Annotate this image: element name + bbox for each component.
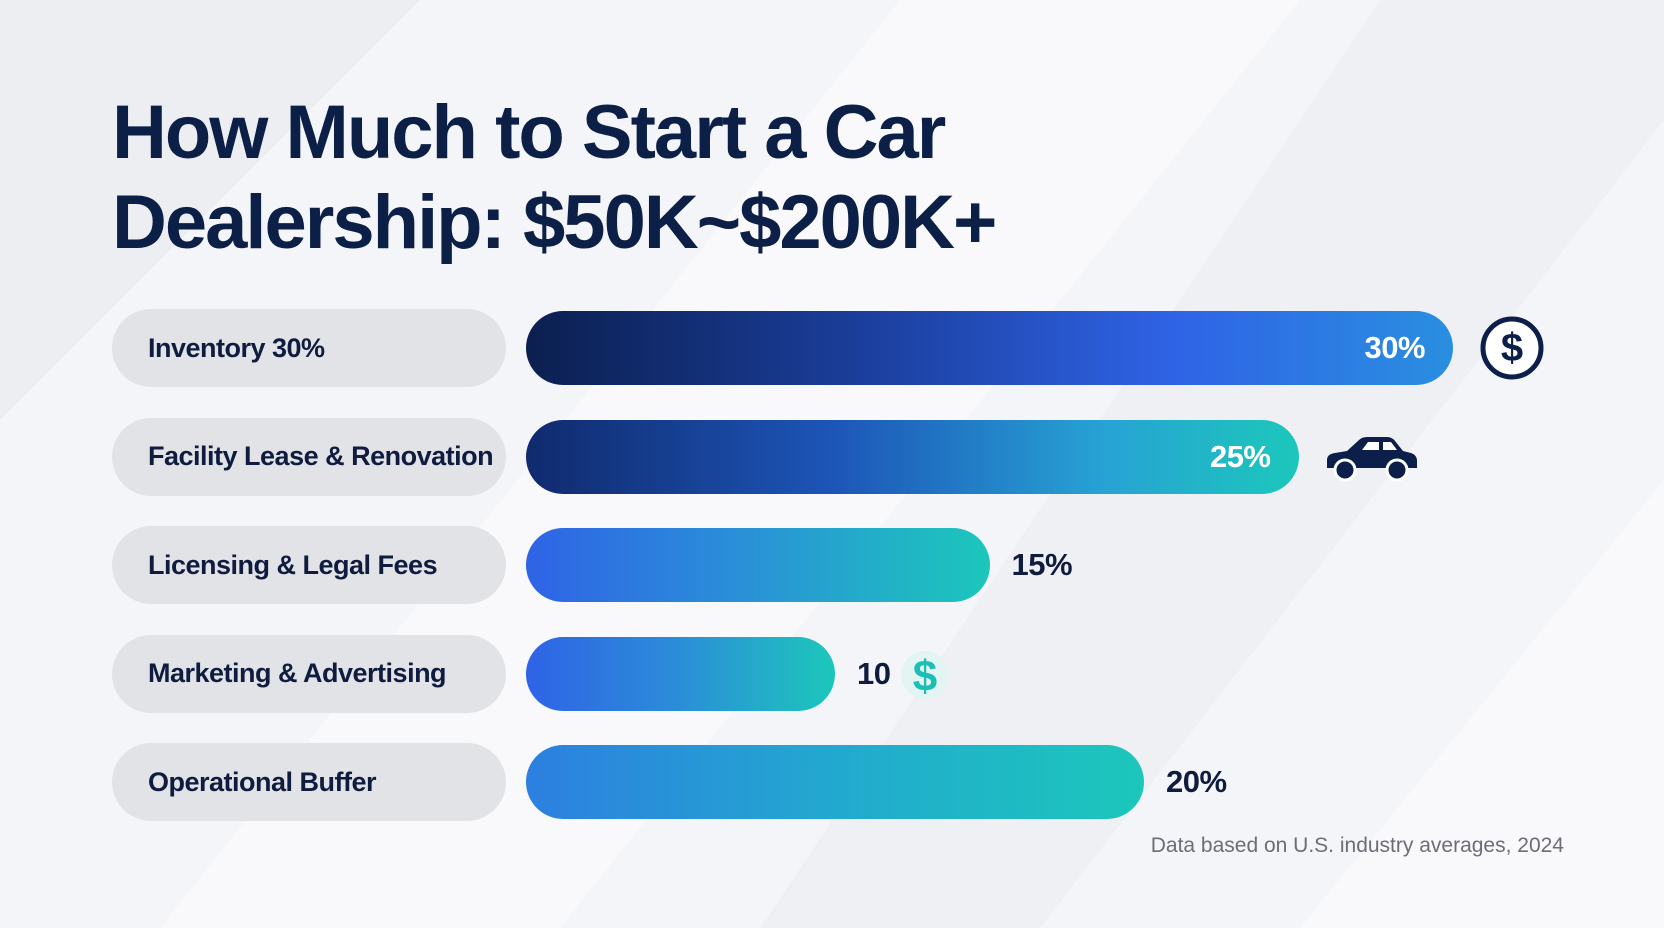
category-label: Licensing & Legal Fees — [112, 526, 506, 604]
category-label: Facility Lease & Renovation — [112, 417, 506, 496]
bar-row: Marketing & Advertising 10 $ — [0, 634, 1664, 713]
value-label: 20% — [1166, 764, 1227, 799]
bar — [526, 419, 1299, 494]
value-label: 10 — [857, 655, 891, 691]
bar-row: Licensing & Legal Fees 15% — [0, 526, 1664, 604]
svg-text:$: $ — [1501, 326, 1523, 370]
bar — [526, 528, 990, 602]
dollar-sign-icon: $ — [899, 649, 951, 706]
value-label: 30% — [1364, 330, 1425, 365]
chart-title: How Much to Start a Car Dealership: $50K… — [112, 90, 997, 265]
bar — [526, 311, 1453, 385]
bar-row: Inventory 30% 30% $ — [0, 309, 1664, 387]
bar-row: Facility Lease & Renovation 25% — [0, 417, 1664, 496]
car-icon — [1321, 432, 1421, 489]
bar-row: Operational Buffer 20% — [0, 743, 1664, 821]
category-label: Inventory 30% — [112, 309, 506, 387]
bar — [526, 636, 835, 711]
svg-text:$: $ — [913, 652, 937, 701]
value-label: 15% — [1011, 547, 1073, 582]
dollar-circle-icon: $ — [1479, 315, 1545, 386]
category-label: Operational Buffer — [112, 743, 506, 821]
category-label: Marketing & Advertising — [112, 634, 506, 713]
bar — [526, 745, 1144, 819]
value-label: 25% — [1209, 438, 1271, 474]
source-footnote: Data based on U.S. industry averages, 20… — [1150, 834, 1564, 857]
